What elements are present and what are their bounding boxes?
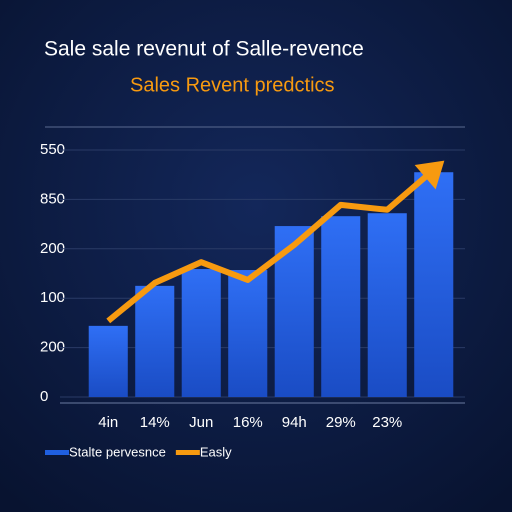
legend-label: Easly (200, 444, 232, 459)
bar (88, 325, 128, 397)
x-tick-label: 16% (233, 414, 263, 431)
bar (321, 216, 361, 397)
bar (414, 172, 454, 397)
bar (228, 270, 268, 397)
y-tick-label: 0 (40, 388, 48, 405)
y-tick-label: 850 (40, 190, 65, 207)
chart-subtitle: Sales Revent predctics (130, 74, 335, 96)
y-tick-label: 100 (40, 289, 65, 306)
x-tick-label: 14% (140, 414, 170, 431)
chart-title: Sale sale revenut of Salle-revence (44, 38, 364, 61)
y-tick-label: 550 (40, 141, 65, 158)
bar (181, 269, 221, 397)
line (106, 167, 436, 324)
y-tick-label: 200 (40, 240, 65, 257)
legend-label: Stalte pervesnce (69, 444, 166, 459)
bar (367, 213, 407, 397)
x-tick-label: 29% (326, 414, 356, 431)
arrow-head (414, 160, 445, 190)
bar (135, 285, 175, 397)
x-tick-label: 4in (98, 414, 118, 431)
x-tick-label: 94h (282, 414, 307, 431)
legend-swatch (45, 450, 69, 455)
legend-swatch (175, 450, 200, 455)
y-tick-label: 200 (40, 339, 65, 356)
x-tick-label: Jun (189, 414, 213, 431)
x-tick-label: 23% (372, 414, 402, 431)
